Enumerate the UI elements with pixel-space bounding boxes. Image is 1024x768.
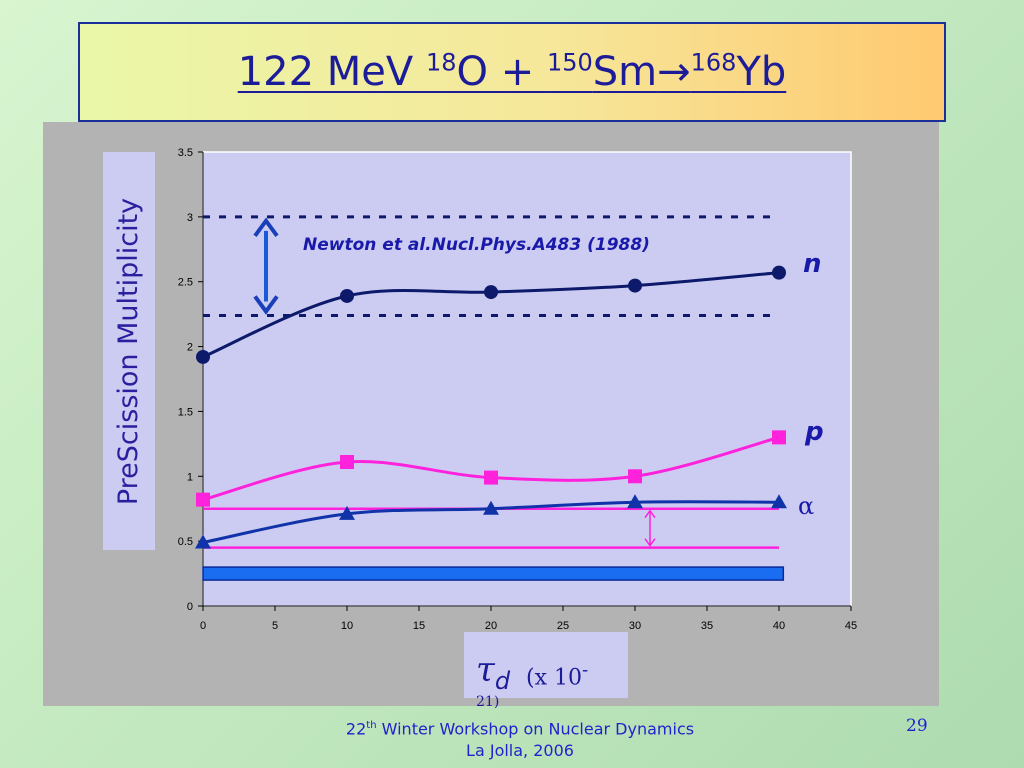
tau-symbol: τ	[476, 650, 495, 690]
x-axis-unit-dash: -	[581, 660, 589, 681]
y-axis-title-box	[103, 152, 155, 550]
title-target: Sm	[592, 49, 658, 95]
y-tick-label: 3	[187, 212, 193, 224]
y-axis-title: PreScission Multiplicity	[113, 197, 145, 505]
annotations: Newton et al.Nucl.Phys.A483 (1988) n p α	[253, 217, 824, 547]
title-projectile-mass: 18	[425, 48, 457, 77]
y-tick-label: 2.5	[178, 277, 193, 289]
title-projectile: O +	[456, 49, 547, 95]
y-tick-label: 1	[187, 471, 193, 483]
series-point-n	[628, 278, 642, 293]
alpha-band-rect	[202, 566, 785, 581]
plot-area	[202, 151, 852, 607]
x-axis-title-box	[464, 632, 628, 698]
series-point-alpha	[627, 494, 643, 509]
y-tick-label: 0	[187, 601, 193, 613]
y-tick-label: 3.5	[178, 147, 193, 159]
footer-workshop-name: Winter Workshop on Nuclear Dynamics	[376, 719, 695, 739]
series-point-p	[340, 455, 354, 470]
reference-label: Newton et al.Nucl.Phys.A483 (1988)	[303, 235, 650, 255]
series-point-p	[196, 492, 210, 507]
y-tick-label: 2	[187, 342, 193, 354]
title-box: 122 MeV 18O + 150Sm→168Yb	[78, 22, 946, 122]
series-point-n	[484, 285, 498, 300]
x-tick-label: 35	[701, 620, 713, 632]
neutron-range-arrowhead-up	[253, 217, 279, 238]
footer-workshop: 22th Winter Workshop on Nuclear Dynamics	[300, 715, 740, 740]
y-tick-label: 1.5	[178, 406, 193, 418]
series-point-alpha	[339, 505, 355, 520]
x-tick-label: 45	[845, 620, 857, 632]
reference-bands	[202, 215, 785, 581]
y-axis-title-wrap: PreScission Multiplicity	[103, 152, 155, 550]
slide-title: 122 MeV 18O + 150Sm→168Yb	[238, 49, 787, 95]
proton-range-arrowhead-down	[644, 538, 656, 547]
series-label-1: p	[804, 417, 824, 447]
series-label-2: α	[798, 492, 814, 520]
x-tick-label: 20	[485, 620, 497, 632]
series-point-n	[772, 265, 786, 280]
x-axis-unit-exponent: 21)	[476, 694, 500, 710]
footer-location: La Jolla, 2006	[466, 741, 574, 761]
x-tick-label: 25	[557, 620, 569, 632]
series-point-n	[196, 349, 210, 364]
y-tick-label: 0.5	[178, 536, 193, 548]
title-compound: Yb	[736, 49, 787, 95]
x-axis-tau-symbol: τd	[476, 650, 510, 695]
proton-range-arrowhead-up	[644, 509, 656, 519]
series-point-alpha	[483, 500, 499, 515]
x-tick-label: 15	[413, 620, 425, 632]
series-point-p	[484, 470, 498, 485]
x-axis-unit-text: (x 10	[526, 665, 582, 691]
x-tick-label: 5	[272, 620, 278, 632]
x-tick-label: 0	[200, 620, 206, 632]
axes: 0 0.5 1 1.5 2 2.5 3 3.5 0 5 10 15 20 25 30 35 40 45	[178, 147, 857, 632]
title-arrow: →	[657, 49, 691, 95]
series-point-alpha	[195, 534, 211, 549]
x-axis-unit: (x 10-	[526, 660, 588, 690]
title-energy: 122 MeV	[237, 49, 426, 95]
tau-subscript: d	[494, 666, 511, 695]
series-layer	[195, 265, 787, 549]
footer: 22th Winter Workshop on Nuclear Dynamics…	[300, 715, 740, 762]
x-tick-label: 10	[341, 620, 353, 632]
neutron-range-arrowhead-down	[253, 295, 279, 315]
series-point-alpha	[771, 494, 787, 509]
x-tick-label: 30	[629, 620, 641, 632]
page-number: 29	[906, 716, 928, 736]
series-point-p	[772, 430, 786, 445]
x-tick-label: 40	[773, 620, 785, 632]
series-point-p	[628, 469, 642, 484]
footer-ordinal-number: 22	[345, 719, 367, 739]
footer-ordinal-suffix: th	[366, 720, 377, 731]
title-target-mass: 150	[546, 48, 593, 77]
series-point-n	[340, 288, 354, 303]
title-compound-mass: 168	[690, 48, 737, 77]
series-label-0: n	[803, 249, 822, 279]
